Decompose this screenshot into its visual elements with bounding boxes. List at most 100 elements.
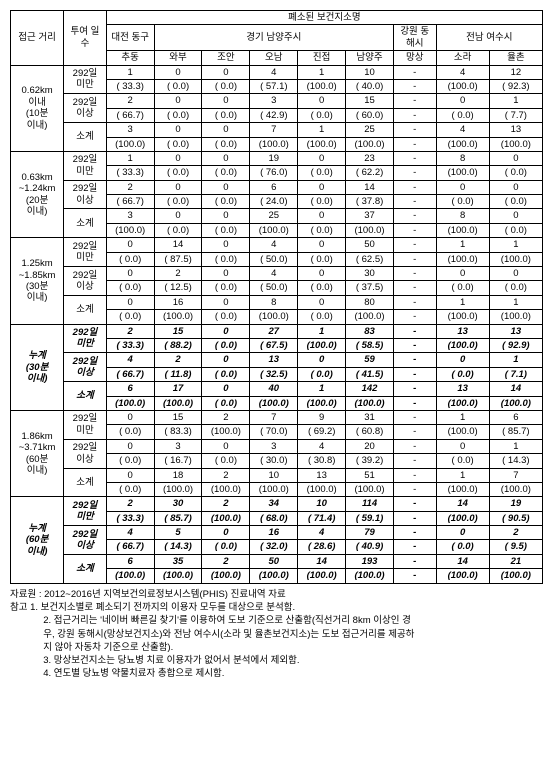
value-cell: 0 <box>298 151 346 165</box>
value-cell: 10 <box>250 468 298 482</box>
days-cell: 292일 이상 <box>64 439 107 468</box>
pct-cell: ( 9.5) <box>489 540 542 554</box>
value-cell: 0 <box>202 209 250 223</box>
value-cell: 3 <box>250 439 298 453</box>
pct-cell: ( 76.0) <box>250 166 298 180</box>
pct-cell: (100.0) <box>436 223 489 237</box>
value-cell: 0 <box>202 94 250 108</box>
pct-cell: ( 0.0) <box>154 166 202 180</box>
pct-cell: - <box>393 454 436 468</box>
pct-cell: (100.0) <box>489 137 542 151</box>
value-cell: 0 <box>298 295 346 309</box>
value-cell: 1 <box>489 353 542 367</box>
pct-cell: ( 32.5) <box>250 367 298 381</box>
value-cell: 13 <box>436 382 489 396</box>
value-cell: 0 <box>154 180 202 194</box>
pct-cell: (100.0) <box>346 137 394 151</box>
pct-cell: (100.0) <box>106 396 154 410</box>
pct-cell: ( 58.5) <box>346 338 394 352</box>
pct-cell: (100.0) <box>436 310 489 324</box>
value-cell: 8 <box>436 151 489 165</box>
pct-cell: ( 0.0) <box>298 195 346 209</box>
value-cell: 4 <box>298 439 346 453</box>
row-group-label: 0.63km ~1.24km (20분 이내) <box>11 151 64 237</box>
pct-cell: ( 0.0) <box>202 454 250 468</box>
pct-cell: ( 0.0) <box>202 79 250 93</box>
value-cell: 1 <box>436 238 489 252</box>
pct-cell: ( 71.4) <box>298 511 346 525</box>
value-cell: 16 <box>154 295 202 309</box>
value-cell: 1 <box>298 65 346 79</box>
value-cell: 2 <box>202 497 250 511</box>
value-cell: - <box>393 295 436 309</box>
value-cell: 14 <box>436 497 489 511</box>
pct-cell: (100.0) <box>154 310 202 324</box>
pct-cell: (100.0) <box>489 310 542 324</box>
data-table: 접근 거리 투여 일수 폐소된 보건지소명 대전 동구 경기 남양주시 강원 동… <box>10 10 543 584</box>
pct-cell: ( 37.8) <box>346 195 394 209</box>
pct-cell: ( 50.0) <box>250 281 298 295</box>
value-cell: 0 <box>202 439 250 453</box>
pct-cell: ( 30.8) <box>298 454 346 468</box>
value-cell: 34 <box>250 497 298 511</box>
value-cell: 12 <box>489 65 542 79</box>
days-cell: 소계 <box>64 468 107 497</box>
value-cell: - <box>393 123 436 137</box>
value-cell: 3 <box>154 439 202 453</box>
pct-cell: ( 0.0) <box>202 540 250 554</box>
pct-cell: (100.0) <box>298 137 346 151</box>
value-cell: 0 <box>154 94 202 108</box>
pct-cell: (100.0) <box>489 396 542 410</box>
value-cell: 4 <box>250 65 298 79</box>
pct-cell: ( 85.7) <box>489 425 542 439</box>
pct-cell: ( 32.0) <box>250 540 298 554</box>
pct-cell: - <box>393 166 436 180</box>
pct-cell: (100.0) <box>436 79 489 93</box>
value-cell: 0 <box>202 123 250 137</box>
pct-cell: ( 66.7) <box>106 108 154 122</box>
value-cell: 14 <box>436 554 489 568</box>
pct-cell: (100.0) <box>346 223 394 237</box>
pct-cell: (100.0) <box>106 137 154 151</box>
value-cell: 17 <box>154 382 202 396</box>
value-cell: 3 <box>106 123 154 137</box>
value-cell: - <box>393 410 436 424</box>
pct-cell: (100.0) <box>436 338 489 352</box>
days-cell: 소계 <box>64 554 107 583</box>
value-cell: 3 <box>250 94 298 108</box>
value-cell: 0 <box>202 324 250 338</box>
footnote-source: 자료원 : 2012~2016년 지역보건의료정보시스템(PHIS) 진료내역 … <box>10 588 543 601</box>
value-cell: 16 <box>250 526 298 540</box>
pct-cell: (100.0) <box>489 569 542 583</box>
header-closed: 폐소된 보건지소명 <box>106 11 542 25</box>
value-cell: 6 <box>106 554 154 568</box>
days-cell: 292일 미만 <box>64 65 107 94</box>
value-cell: 0 <box>154 209 202 223</box>
value-cell: 6 <box>106 382 154 396</box>
value-cell: 7 <box>250 123 298 137</box>
pct-cell: (100.0) <box>436 425 489 439</box>
pct-cell: (100.0) <box>202 569 250 583</box>
value-cell: - <box>393 497 436 511</box>
pct-cell: ( 0.0) <box>202 396 250 410</box>
value-cell: 4 <box>298 526 346 540</box>
sub-yulchon: 율촌 <box>489 51 542 65</box>
pct-cell: ( 0.0) <box>298 223 346 237</box>
pct-cell: (100.0) <box>346 569 394 583</box>
pct-cell: ( 50.0) <box>250 252 298 266</box>
days-cell: 292일 이상 <box>64 353 107 382</box>
pct-cell: - <box>393 137 436 151</box>
pct-cell: ( 7.1) <box>489 367 542 381</box>
pct-cell: ( 69.2) <box>298 425 346 439</box>
pct-cell: ( 0.0) <box>298 252 346 266</box>
value-cell: 35 <box>154 554 202 568</box>
value-cell: - <box>393 382 436 396</box>
value-cell: 1 <box>489 238 542 252</box>
value-cell: 1 <box>106 65 154 79</box>
pct-cell: ( 0.0) <box>436 540 489 554</box>
pct-cell: ( 85.7) <box>154 511 202 525</box>
sub-wabu: 와부 <box>154 51 202 65</box>
pct-cell: ( 0.0) <box>202 108 250 122</box>
value-cell: 0 <box>202 151 250 165</box>
value-cell: 0 <box>202 382 250 396</box>
